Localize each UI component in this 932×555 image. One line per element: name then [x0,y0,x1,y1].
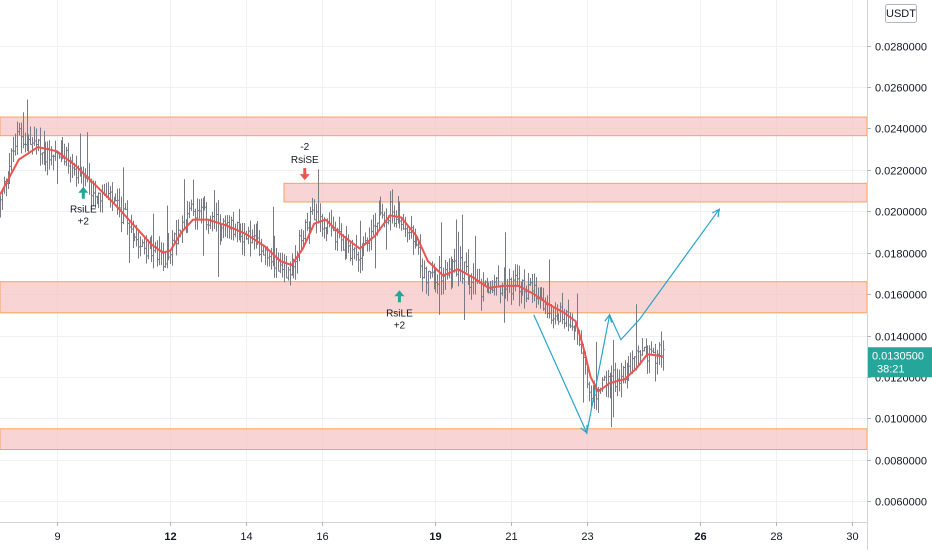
price-tick-label: 0.0060000 [875,497,927,509]
price-axis[interactable]: 0.00600000.00800000.01000000.01200000.01… [867,42,927,509]
price-tick-label: 0.0260000 [875,83,927,95]
price-tick-label: 0.0220000 [875,166,927,178]
signal-name-label: RsiLE [386,308,413,319]
price-tick-label: 0.0240000 [875,124,927,136]
date-tick-label: 21 [505,531,517,543]
price-tick-label: 0.0180000 [875,249,927,261]
price-zone[interactable] [0,281,868,314]
signal-qty-label: +2 [394,320,406,331]
price-zone[interactable] [0,428,868,450]
projection-arrowhead [604,313,613,323]
projection-line[interactable] [533,208,720,435]
support-resistance-zones[interactable] [0,116,868,450]
date-tick-label: 16 [316,531,328,543]
price-tick-label: 0.0080000 [875,456,927,468]
date-tick-label: 12 [164,531,176,543]
long-signal-arrow [394,290,405,297]
short-signal-arrow [299,174,310,181]
signal-name-label: RsiLE [70,205,97,216]
signal-qty-label: -2 [300,142,309,153]
last-price-tag: 0.0130500 38:21 [868,347,932,378]
signal-name-label: RsiSE [291,155,319,166]
price-tick-label: 0.0280000 [875,42,927,54]
price-tick-label: 0.0160000 [875,290,927,302]
date-tick-label: 26 [694,531,706,543]
projection-arrowhead [712,208,721,218]
long-signal-arrow [78,186,89,193]
moving-average [0,146,663,393]
candles [0,99,665,428]
price-zone[interactable] [0,116,868,137]
time-axis[interactable]: 9 12 14 16 19 21 23 26 28 30 [54,522,859,543]
currency-badge[interactable]: USDT [885,4,917,23]
short-signal-stem [303,168,307,176]
price-tick-label: 0.0100000 [875,414,927,426]
date-tick-label: 23 [581,531,593,543]
price-zone[interactable] [283,182,868,203]
price-tick-label: 0.0200000 [875,207,927,219]
currency-label: USDT [886,8,916,20]
projection-drawing[interactable] [533,208,721,435]
bar-countdown-label: 38:21 [877,363,905,375]
moving-average-line [0,146,663,393]
date-tick-label: 14 [240,531,252,543]
long-signal-stem [81,191,85,199]
long-signal-stem [397,295,401,303]
date-tick-label: 19 [429,531,441,543]
date-tick-label: 30 [846,531,858,543]
date-tick-label: 9 [54,531,60,543]
signal-qty-label: +2 [78,217,90,228]
last-price-label: 0.0130500 [872,350,924,362]
date-tick-label: 28 [770,531,782,543]
price-tick-label: 0.0140000 [875,332,927,344]
projection-arrowhead [580,424,588,435]
